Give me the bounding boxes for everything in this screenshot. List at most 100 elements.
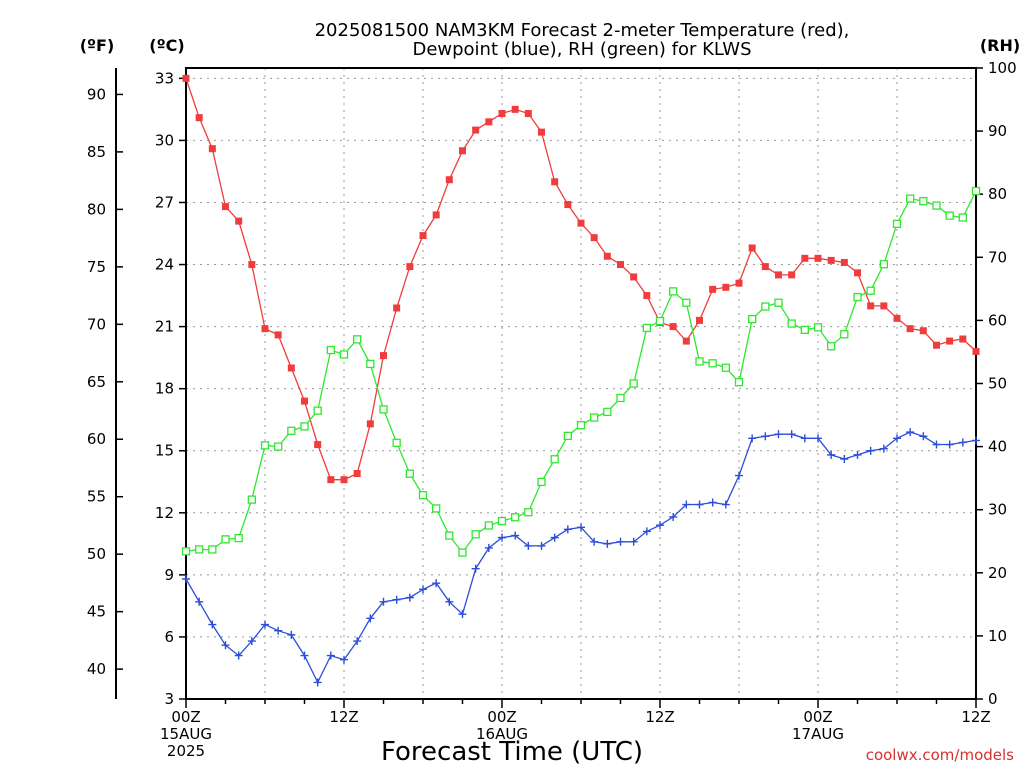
rh-point [603,407,612,417]
temperature-point [603,252,611,260]
temperature-point [511,105,519,113]
temperature-point [840,258,848,266]
x-axis-title: Forecast Time (UTC) [381,737,643,767]
dewpoint-point [787,430,796,439]
temperature-point [459,147,466,155]
x-tick-label: 12Z [329,708,358,726]
rh-point [629,379,638,388]
rh-point [958,213,967,222]
temperature-point [735,279,743,287]
rh-point [181,547,191,556]
temperature-point [696,316,703,324]
dewpoint-point [498,533,506,542]
celsius-tick-label: 3 [164,690,174,708]
rh-tick-label: 60 [988,311,1007,329]
temperature-point [933,341,940,349]
rh-point [945,211,954,220]
temperature-point [722,283,730,291]
rh-point [616,393,625,403]
dewpoint-point [919,432,928,441]
rh-tick-label: 20 [988,564,1007,582]
dewpoint-point [234,651,243,660]
temperature-point [524,110,532,118]
fahrenheit-tick-label: 80 [87,200,106,218]
temperature-point [432,211,440,219]
rh-tick-label: 30 [988,501,1007,519]
rh-point [866,286,875,295]
rh-point [879,260,888,269]
dewpoint-point [840,455,849,464]
temperature-point [959,335,967,343]
series-line-rh [185,190,977,554]
rh-point [405,469,414,478]
temperature-point [287,364,295,372]
temperature-point [182,74,190,82]
x-tick-label: 00Z [803,708,832,726]
fahrenheit-tick-label: 70 [87,315,106,333]
temperature-point [445,176,453,184]
temperature-point [682,337,690,345]
dewpoint-point [616,537,625,546]
temperature-point [617,261,624,269]
rh-point [339,350,349,359]
temperature-point [222,203,229,211]
rh-tick-label: 90 [988,122,1007,140]
rh-point [642,323,651,333]
celsius-tick-label: 15 [155,442,174,460]
rh-point [511,513,520,522]
rh-point [761,302,770,311]
rh-point [313,406,322,415]
temperature-point [709,285,717,293]
dewpoint-point [182,575,190,584]
fahrenheit-unit-label: (ºF) [80,36,115,55]
rh-point [484,521,493,530]
dewpoint-point [906,428,915,437]
temperature-point [261,325,269,333]
rh-point [471,530,480,539]
dewpoint-point [735,471,743,480]
temperature-point [946,337,954,345]
rh-point [695,357,704,366]
dewpoint-point [432,579,441,588]
rh-point [563,431,572,441]
dewpoint-point [577,523,585,532]
temperature-point [274,331,282,339]
rh-point [682,298,691,307]
dewpoint-point [247,637,256,646]
dewpoint-point [484,543,493,552]
dewpoint-point [656,521,664,530]
rh-point [576,420,586,430]
dewpoint-point [721,500,730,509]
temperature-point [208,145,216,153]
fahrenheit-tick-label: 50 [87,545,106,563]
dewpoint-point [708,498,717,507]
dewpoint-point [287,630,296,639]
series-temperature [182,74,980,484]
rh-point [221,535,230,544]
dewpoint-point [774,430,783,439]
dewpoint-point [972,436,980,445]
x-tick-label: 00Z [171,708,200,726]
celsius-axis: 3 6 9 12 15 18 21 24 27 30 33 [155,69,186,708]
dewpoint-point [958,438,967,447]
rh-point [932,201,941,210]
celsius-unit-label: (ºC) [149,36,184,55]
dewpoint-point [550,533,559,542]
temperature-point [775,271,782,279]
dewpoint-point [261,620,269,629]
fahrenheit-tick-label: 75 [87,258,106,276]
rh-point [497,516,507,526]
dewpoint-point [866,446,875,455]
x-tick-label: 17AUG [792,725,844,743]
dewpoint-point [814,434,822,443]
dewpoint-point [853,450,862,459]
rh-point [971,186,981,196]
rh-point [234,533,243,543]
rh-point [734,378,744,387]
fahrenheit-tick-label: 40 [87,660,106,678]
celsius-tick-label: 12 [155,504,174,522]
temperature-point [472,126,480,134]
rh-point [195,545,204,554]
